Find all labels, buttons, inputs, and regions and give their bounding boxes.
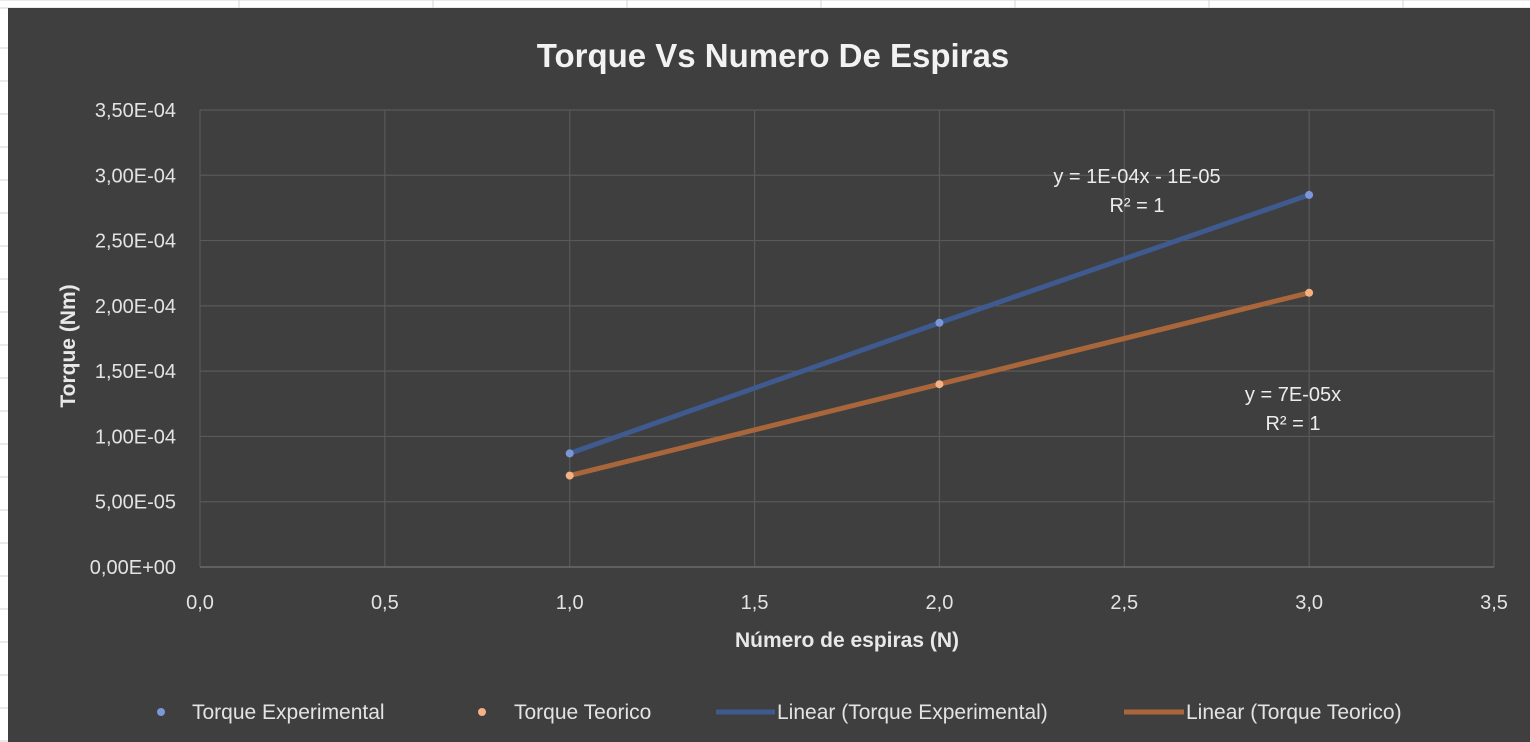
data-point-teorico	[1305, 288, 1314, 297]
x-tick-label: 0,5	[371, 592, 399, 614]
x-tick-label: 2,0	[926, 592, 954, 614]
data-point-experimental	[565, 449, 574, 458]
legend: Torque Experimental Torque Teorico Linea…	[157, 701, 1402, 724]
data-point-experimental	[1305, 190, 1314, 199]
y-tick-label: 2,50E-04	[95, 231, 176, 253]
y-tick-label: 1,00E-04	[95, 426, 176, 448]
y-tick-label: 3,50E-04	[95, 100, 176, 122]
y-tick-label: 5,00E-05	[95, 492, 176, 514]
chart-area[interactable]: 0,0 0,5 1,0 1,5 2,0 2,5 3,0 3,5 0,00E+00 5,00E-05…	[8, 8, 1530, 742]
trendline-equation-text: y = 7E-05x	[1245, 384, 1341, 406]
chart-title: Torque Vs Numero De Espiras	[537, 37, 1010, 74]
legend-label-experimental: Torque Experimental	[192, 701, 385, 724]
trendline-r2-text: R² = 1	[1109, 195, 1164, 217]
legend-label-linear-teorico: Linear (Torque Teorico)	[1186, 701, 1402, 724]
trendline-equation-experimental: y = 1E-04x - 1E-05 R² = 1	[1053, 166, 1220, 217]
y-tick-label: 1,50E-04	[95, 361, 176, 383]
legend-marker-experimental	[157, 708, 165, 716]
legend-label-teorico: Torque Teorico	[514, 701, 651, 724]
axis-tick-labels: 0,0 0,5 1,0 1,5 2,0 2,5 3,0 3,5 0,00E+00 5,00E-05…	[90, 100, 1508, 614]
y-tick-label: 2,00E-04	[95, 296, 176, 318]
legend-label-linear-experimental: Linear (Torque Experimental)	[777, 701, 1048, 724]
scatter-chart: 0,0 0,5 1,0 1,5 2,0 2,5 3,0 3,5 0,00E+00 5,00E-05…	[57, 37, 1508, 724]
data-point-teorico	[565, 471, 574, 480]
x-axis-title: Número de espiras (N)	[735, 629, 959, 652]
trendline-equation-text: y = 1E-04x - 1E-05	[1053, 166, 1220, 188]
data-point-teorico	[935, 380, 944, 389]
x-tick-label: 3,5	[1480, 592, 1508, 614]
legend-marker-teorico	[478, 708, 486, 716]
x-tick-label: 3,0	[1295, 592, 1323, 614]
gridlines	[199, 109, 1495, 568]
y-tick-label: 3,00E-04	[95, 165, 176, 187]
trendline-equation-teorico: y = 7E-05x R² = 1	[1245, 384, 1341, 435]
data-point-experimental	[935, 318, 944, 327]
x-tick-label: 2,5	[1110, 592, 1138, 614]
x-tick-label: 0,0	[186, 592, 214, 614]
y-tick-label: 0,00E+00	[90, 557, 176, 579]
x-tick-label: 1,5	[741, 592, 769, 614]
trendline-r2-text: R² = 1	[1265, 413, 1320, 435]
data-points	[565, 190, 1314, 480]
x-tick-label: 1,0	[556, 592, 584, 614]
y-axis-title: Torque (Nm)	[57, 284, 80, 407]
